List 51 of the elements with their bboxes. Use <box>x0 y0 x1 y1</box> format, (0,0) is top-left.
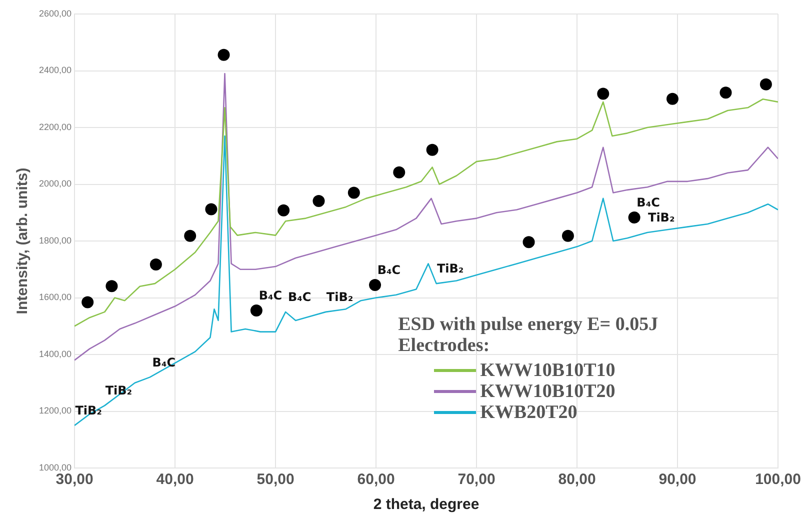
point <box>720 86 732 99</box>
legend-label: KWB20T20 <box>480 402 578 423</box>
point <box>82 296 94 308</box>
point <box>522 236 535 248</box>
annotation: TiB₂ <box>436 262 464 276</box>
point <box>597 88 610 100</box>
x-tick-label: 70,00 <box>458 471 496 488</box>
legend-label: KWW10B10T10 <box>480 360 616 381</box>
point <box>218 48 230 61</box>
point <box>426 144 438 156</box>
x-tick-label: 60,00 <box>357 471 395 488</box>
legend-label: KWW10B10T20 <box>480 380 616 402</box>
x-tick-label: 80,00 <box>558 471 596 488</box>
y-tick-label: 1600,00 <box>38 292 72 302</box>
x-tick-label: 50,00 <box>256 471 294 488</box>
annotation: B₄C <box>288 290 312 304</box>
y-tick-label: 1800,00 <box>38 235 72 246</box>
point <box>278 204 290 216</box>
point <box>760 78 772 90</box>
y-tick-label: 1000,00 <box>38 462 72 472</box>
point <box>666 92 678 105</box>
point <box>369 278 382 291</box>
y-tick-label: 2400,00 <box>38 65 72 76</box>
x-axis-title: 2 theta, degree <box>373 496 480 514</box>
point <box>150 258 162 271</box>
annotation: B₄C <box>636 196 660 210</box>
annotation: TiB₂ <box>648 210 675 225</box>
y-tick-label: 2000,00 <box>38 178 72 189</box>
point <box>184 230 196 242</box>
point <box>562 230 574 242</box>
annotation: B₄C <box>377 263 401 278</box>
legend-title: ESD with pulse energy E= 0.05J Electrodes: <box>398 314 658 356</box>
x-tick-label: 40,00 <box>156 471 194 488</box>
point <box>628 211 640 224</box>
y-tick-label: 2600,00 <box>38 8 72 18</box>
point <box>106 280 118 292</box>
annotation: B₄C <box>152 355 176 370</box>
x-tick-label: 30,00 <box>56 471 94 488</box>
x-tick-label: 100,00 <box>755 471 801 488</box>
point <box>312 194 325 207</box>
y-axis-title: Intensity, (arb. units) <box>14 168 32 314</box>
y-tick-label: 2200,00 <box>38 122 72 132</box>
annotation: TiB₂ <box>326 290 354 304</box>
x-tick-label: 90,00 <box>658 471 696 488</box>
point <box>393 166 406 178</box>
annotation: B₄C <box>258 288 282 303</box>
point <box>205 203 218 216</box>
point <box>348 186 360 199</box>
y-tick-label: 1200,00 <box>38 406 72 416</box>
y-tick-label: 1400,00 <box>38 348 72 359</box>
point <box>250 304 262 317</box>
